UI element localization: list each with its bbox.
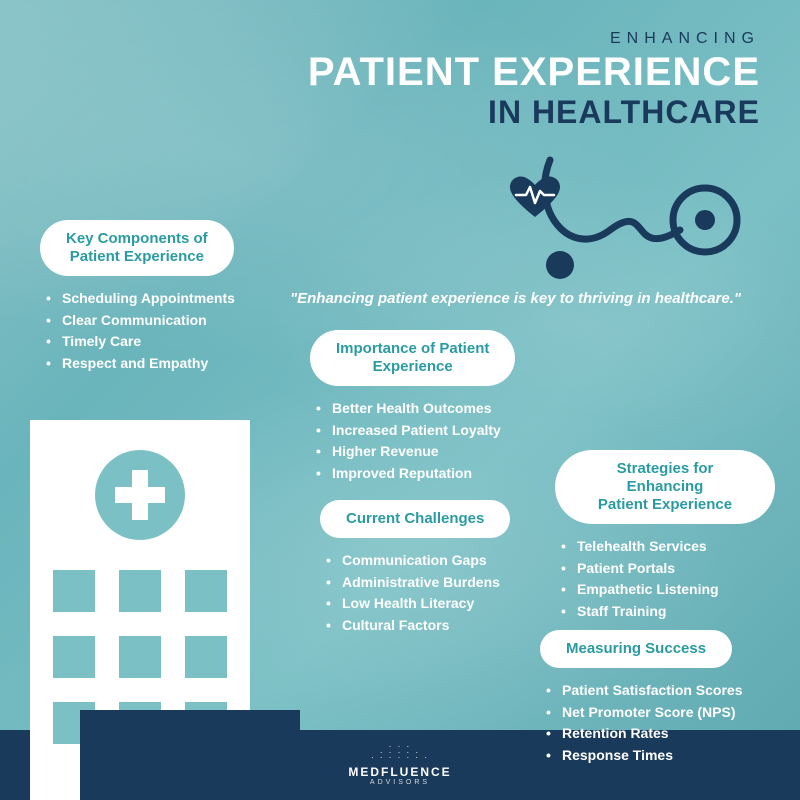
list-item: Telehealth Services	[561, 536, 775, 558]
pill-heading: Importance of Patient Experience	[310, 330, 515, 386]
bullet-list: Patient Satisfaction Scores Net Promoter…	[540, 680, 780, 767]
logo-sub: ADVISORS	[348, 779, 451, 786]
pill-title-line: Patient Experience	[66, 248, 208, 266]
logo-dots-icon: · · ·· · · · ·· · · · · · ·	[348, 744, 451, 761]
list-item: Retention Rates	[546, 723, 780, 745]
pill-title-line: Measuring Success	[566, 640, 706, 658]
list-item: Clear Communication	[46, 310, 270, 332]
list-item: Low Health Literacy	[326, 593, 540, 615]
list-item: Patient Satisfaction Scores	[546, 680, 780, 702]
pill-title-line: Experience	[336, 358, 489, 376]
pill-title-line: Current Challenges	[346, 510, 484, 528]
list-item: Improved Reputation	[316, 463, 550, 485]
header: ENHANCING PATIENT EXPERIENCE IN HEALTHCA…	[308, 30, 760, 131]
list-item: Administrative Burdens	[326, 572, 540, 594]
list-item: Increased Patient Loyalty	[316, 420, 550, 442]
eyebrow-text: ENHANCING	[308, 30, 760, 48]
brand-logo: · · ·· · · · ·· · · · · · · MEDFLUENCE A…	[348, 744, 451, 786]
list-item: Net Promoter Score (NPS)	[546, 702, 780, 724]
quote-text: "Enhancing patient experience is key to …	[290, 290, 741, 307]
medical-cross-icon	[95, 450, 185, 540]
pill-heading: Strategies for Enhancing Patient Experie…	[555, 450, 775, 524]
list-item: Communication Gaps	[326, 550, 540, 572]
building-base-icon	[80, 710, 300, 800]
bullet-list: Telehealth Services Patient Portals Empa…	[555, 536, 775, 623]
pill-heading: Current Challenges	[320, 500, 510, 538]
pill-title-line: Patient Experience	[581, 496, 749, 514]
section-strategies: Strategies for Enhancing Patient Experie…	[555, 450, 775, 623]
section-key-components: Key Components of Patient Experience Sch…	[40, 220, 270, 375]
pill-title-line: Key Components of	[66, 230, 208, 248]
logo-name: MEDFLUENCE	[348, 765, 451, 779]
list-item: Staff Training	[561, 601, 775, 623]
stethoscope-icon	[530, 150, 750, 290]
list-item: Empathetic Listening	[561, 579, 775, 601]
list-item: Timely Care	[46, 331, 270, 353]
section-challenges: Current Challenges Communication Gaps Ad…	[320, 500, 540, 637]
bullet-list: Better Health Outcomes Increased Patient…	[310, 398, 550, 485]
title-main: PATIENT EXPERIENCE	[308, 52, 760, 92]
heart-ecg-icon	[510, 175, 560, 220]
bullet-list: Scheduling Appointments Clear Communicat…	[40, 288, 270, 375]
pill-heading: Measuring Success	[540, 630, 732, 668]
list-item: Response Times	[546, 745, 780, 767]
list-item: Patient Portals	[561, 558, 775, 580]
section-measuring: Measuring Success Patient Satisfaction S…	[540, 630, 780, 767]
list-item: Respect and Empathy	[46, 353, 270, 375]
list-item: Better Health Outcomes	[316, 398, 550, 420]
list-item: Scheduling Appointments	[46, 288, 270, 310]
pill-heading: Key Components of Patient Experience	[40, 220, 234, 276]
pill-title-line: Strategies for Enhancing	[581, 460, 749, 496]
bullet-list: Communication Gaps Administrative Burden…	[320, 550, 540, 637]
title-sub: IN HEALTHCARE	[308, 94, 760, 131]
section-importance: Importance of Patient Experience Better …	[310, 330, 550, 485]
pill-title-line: Importance of Patient	[336, 340, 489, 358]
list-item: Higher Revenue	[316, 441, 550, 463]
list-item: Cultural Factors	[326, 615, 540, 637]
